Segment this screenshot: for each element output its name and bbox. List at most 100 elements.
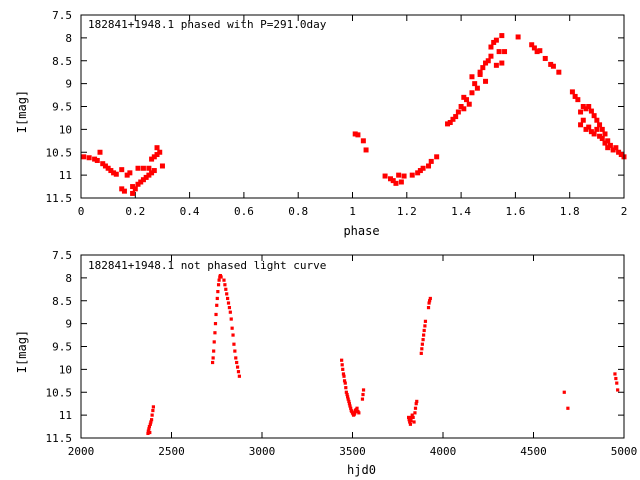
data-point bbox=[423, 319, 428, 323]
data-point bbox=[157, 149, 163, 155]
data-point bbox=[591, 113, 597, 119]
data-point bbox=[605, 138, 611, 144]
y-tick-label: 9.5 bbox=[52, 101, 72, 114]
data-point bbox=[228, 310, 232, 314]
data-point bbox=[426, 163, 432, 169]
data-point bbox=[226, 296, 230, 301]
data-point bbox=[347, 402, 352, 406]
data-point bbox=[150, 413, 154, 417]
data-point bbox=[566, 406, 570, 410]
data-point bbox=[602, 140, 608, 146]
data-point bbox=[97, 149, 103, 155]
data-point bbox=[341, 367, 345, 371]
data-point bbox=[591, 131, 597, 137]
data-point bbox=[413, 411, 417, 415]
data-point bbox=[236, 370, 241, 374]
data-point bbox=[229, 317, 233, 321]
plot-frame bbox=[80, 14, 625, 199]
data-point bbox=[224, 287, 228, 291]
data-point bbox=[483, 78, 489, 84]
data-point bbox=[346, 395, 350, 399]
x-tick-label: 3500 bbox=[339, 445, 366, 458]
data-point bbox=[461, 94, 467, 100]
data-point bbox=[148, 430, 152, 435]
data-point bbox=[355, 132, 361, 138]
data-point bbox=[215, 303, 219, 307]
data-point bbox=[393, 180, 399, 186]
data-point bbox=[614, 376, 618, 381]
data-point bbox=[92, 156, 98, 162]
data-point bbox=[450, 116, 456, 122]
y-tick-label: 11 bbox=[59, 409, 72, 422]
data-point bbox=[616, 149, 622, 155]
x-axis-label: phase bbox=[343, 224, 379, 238]
data-point bbox=[420, 165, 426, 171]
data-point bbox=[580, 117, 586, 123]
data-point bbox=[605, 145, 611, 151]
data-point bbox=[151, 408, 155, 413]
data-point bbox=[147, 424, 152, 429]
data-point bbox=[226, 301, 231, 305]
plot-frame bbox=[80, 254, 625, 439]
data-point bbox=[233, 349, 237, 353]
y-tick-label: 7.5 bbox=[52, 249, 72, 262]
data-point bbox=[408, 422, 413, 426]
data-point bbox=[105, 165, 111, 171]
unphased-light-curve-panel: 2000 2500 3000 3500 4000 4500 5000 7.5 8 8.5 9 9.5 1… bbox=[15, 249, 637, 477]
data-point bbox=[217, 278, 221, 282]
data-point bbox=[94, 157, 100, 163]
data-point bbox=[407, 418, 411, 422]
data-point bbox=[409, 415, 414, 420]
data-point bbox=[215, 296, 219, 301]
data-point bbox=[360, 397, 365, 401]
y-axis-label: I[mag] bbox=[15, 90, 29, 133]
x-tick-label: 3000 bbox=[249, 445, 276, 458]
data-point bbox=[542, 55, 548, 61]
data-point bbox=[415, 170, 421, 176]
y-axis-label: I[mag] bbox=[15, 330, 29, 373]
data-point bbox=[575, 97, 581, 103]
data-point bbox=[398, 179, 404, 185]
data-point bbox=[124, 172, 130, 178]
data-point bbox=[412, 420, 416, 424]
data-point bbox=[357, 411, 361, 415]
data-point bbox=[616, 388, 620, 392]
data-point bbox=[428, 299, 432, 303]
data-point bbox=[420, 347, 424, 351]
data-point bbox=[469, 74, 475, 80]
data-point bbox=[594, 117, 600, 123]
data-point bbox=[602, 131, 608, 137]
data-point bbox=[348, 404, 352, 408]
data-point bbox=[154, 152, 160, 158]
data-point bbox=[100, 161, 106, 167]
data-point bbox=[119, 167, 125, 173]
data-point bbox=[146, 165, 152, 171]
data-point bbox=[159, 163, 165, 169]
data-point bbox=[583, 106, 589, 112]
data-point bbox=[502, 49, 508, 55]
x-tick-label: 5000 bbox=[611, 445, 638, 458]
data-point bbox=[342, 374, 346, 378]
data-point bbox=[154, 145, 160, 151]
data-point bbox=[388, 176, 394, 182]
x-tick-label: 0.2 bbox=[125, 205, 145, 218]
data-point bbox=[223, 283, 227, 287]
data-point bbox=[148, 422, 152, 426]
data-point bbox=[119, 186, 125, 192]
data-point bbox=[346, 397, 350, 401]
data-point bbox=[86, 155, 92, 161]
data-point bbox=[599, 126, 605, 132]
data-point bbox=[149, 418, 154, 422]
data-point bbox=[426, 306, 431, 310]
data-point bbox=[485, 58, 491, 64]
data-point bbox=[235, 360, 239, 365]
data-point bbox=[488, 44, 494, 50]
data-point bbox=[413, 406, 418, 410]
data-point bbox=[140, 165, 146, 171]
data-point bbox=[531, 45, 537, 51]
data-point bbox=[529, 42, 535, 48]
data-point bbox=[550, 63, 556, 69]
x-tick-label: 1 bbox=[349, 205, 356, 218]
x-tick-label: 1.6 bbox=[505, 205, 525, 218]
